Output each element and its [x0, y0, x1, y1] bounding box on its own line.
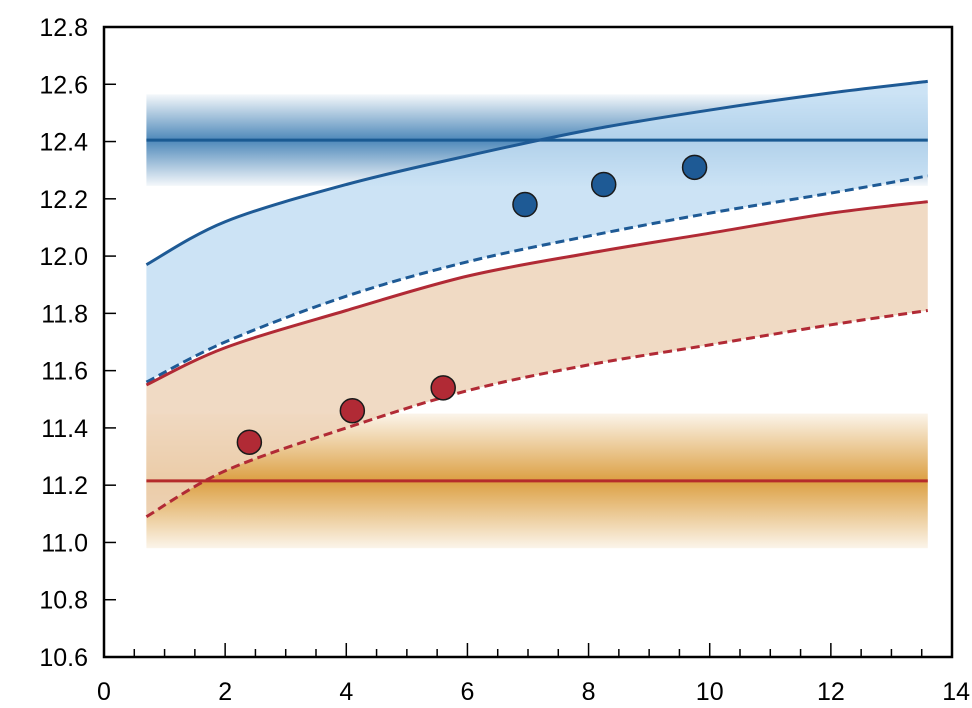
series-0-upper-line — [145, 79, 928, 266]
labels-layer: 0 2 4 6 8 10 12 14 10.6 10.8 11.0 11.2 11.4 11.6 11.8 1… — [39, 14, 970, 706]
x-tick-label: 14 — [942, 678, 970, 706]
ticks-layer — [103, 26, 953, 658]
series-1-point — [236, 429, 263, 455]
series-0-lower-line — [145, 174, 929, 384]
y-tick-label: 10.6 — [39, 644, 88, 672]
fills-layer — [146, 81, 928, 517]
series-1-upper-line — [145, 200, 928, 387]
y-tick-label: 12.4 — [39, 129, 88, 157]
y-tick-label: 12.0 — [39, 243, 88, 271]
series-1-lower-line — [145, 309, 928, 518]
x-tick-label: 8 — [582, 678, 596, 706]
series-0-point — [681, 154, 708, 181]
series-0-envelope — [146, 81, 928, 383]
x-tick-label: 12 — [817, 678, 845, 706]
points-layer — [236, 154, 708, 455]
y-tick-label: 12.6 — [39, 71, 88, 99]
series-1-point — [430, 375, 456, 401]
y-tick-label: 11.8 — [41, 300, 88, 328]
y-tick-label: 11.2 — [41, 472, 88, 500]
series-0-point — [590, 171, 617, 198]
y-tick-label: 11.0 — [41, 529, 88, 557]
x-tick-label: 2 — [218, 678, 232, 706]
series-1-envelope — [146, 201, 928, 517]
x-tick-label: 4 — [339, 678, 353, 706]
x-tick-label: 6 — [460, 678, 474, 706]
x-tick-label: 10 — [696, 678, 724, 706]
series-0-point — [512, 191, 538, 218]
y-tick-label: 10.8 — [39, 587, 88, 615]
lines-layer — [145, 79, 929, 518]
y-tick-label: 12.2 — [39, 186, 88, 214]
x-tick-label: 0 — [97, 678, 111, 706]
y-tick-label: 11.4 — [41, 415, 88, 443]
y-tick-label: 12.8 — [39, 14, 88, 42]
series-1-point — [339, 397, 366, 424]
y-tick-label: 11.6 — [41, 358, 88, 386]
